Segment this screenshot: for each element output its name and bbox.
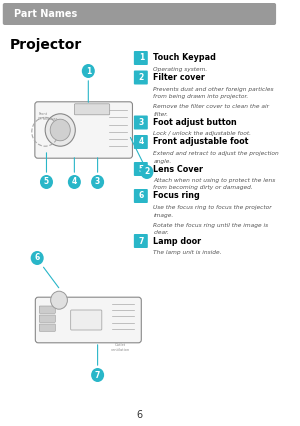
Text: from being drawn into projector.: from being drawn into projector. bbox=[153, 94, 249, 99]
Text: 6: 6 bbox=[34, 253, 40, 262]
Circle shape bbox=[140, 165, 153, 179]
Text: 5: 5 bbox=[44, 178, 49, 187]
Text: filter.: filter. bbox=[153, 112, 168, 117]
Text: 3: 3 bbox=[139, 118, 144, 127]
Circle shape bbox=[82, 64, 95, 78]
Text: Use the focus ring to focus the projector: Use the focus ring to focus the projecto… bbox=[153, 205, 272, 210]
Text: Filter cover: Filter cover bbox=[153, 73, 205, 82]
FancyBboxPatch shape bbox=[3, 3, 276, 25]
Text: 4: 4 bbox=[139, 138, 144, 147]
Circle shape bbox=[31, 251, 44, 265]
Text: angle.: angle. bbox=[153, 158, 172, 164]
Text: The lamp unit is inside.: The lamp unit is inside. bbox=[153, 250, 222, 255]
Circle shape bbox=[45, 114, 75, 146]
Text: image.: image. bbox=[153, 213, 174, 218]
Text: Extend and retract to adjust the projection: Extend and retract to adjust the project… bbox=[153, 151, 279, 156]
FancyBboxPatch shape bbox=[70, 310, 102, 330]
Text: Touch Keypad: Touch Keypad bbox=[153, 54, 216, 63]
FancyBboxPatch shape bbox=[134, 135, 148, 149]
Text: 6: 6 bbox=[139, 192, 144, 201]
Text: 7: 7 bbox=[139, 236, 144, 245]
Text: Outlet
ventilation: Outlet ventilation bbox=[110, 343, 130, 352]
Text: Lens Cover: Lens Cover bbox=[153, 164, 203, 173]
FancyBboxPatch shape bbox=[39, 306, 55, 313]
Text: Lamp door: Lamp door bbox=[153, 236, 202, 245]
FancyBboxPatch shape bbox=[39, 315, 55, 322]
Text: 2: 2 bbox=[139, 73, 144, 82]
Circle shape bbox=[40, 175, 53, 189]
Text: Remove the filter cover to clean the air: Remove the filter cover to clean the air bbox=[153, 104, 269, 109]
Text: 3: 3 bbox=[95, 178, 100, 187]
Text: 4: 4 bbox=[72, 178, 77, 187]
Text: from becoming dirty or damaged.: from becoming dirty or damaged. bbox=[153, 185, 253, 190]
Circle shape bbox=[91, 368, 104, 382]
Circle shape bbox=[91, 175, 104, 189]
FancyBboxPatch shape bbox=[35, 102, 133, 158]
Text: 5: 5 bbox=[139, 164, 144, 173]
FancyBboxPatch shape bbox=[134, 234, 148, 248]
Text: 1: 1 bbox=[139, 54, 144, 63]
Text: 2: 2 bbox=[144, 167, 149, 176]
FancyBboxPatch shape bbox=[134, 162, 148, 176]
FancyBboxPatch shape bbox=[134, 70, 148, 84]
Text: clear.: clear. bbox=[153, 230, 169, 236]
Text: Prevents dust and other foreign particles: Prevents dust and other foreign particle… bbox=[153, 86, 274, 92]
FancyBboxPatch shape bbox=[134, 115, 148, 130]
Text: Front
IR receiver: Front IR receiver bbox=[38, 112, 58, 121]
Text: Foot adjust button: Foot adjust button bbox=[153, 118, 237, 127]
FancyBboxPatch shape bbox=[39, 324, 55, 331]
Text: 6: 6 bbox=[136, 410, 142, 420]
Circle shape bbox=[68, 175, 81, 189]
Text: Rotate the focus ring until the image is: Rotate the focus ring until the image is bbox=[153, 223, 268, 228]
Circle shape bbox=[51, 291, 68, 309]
FancyBboxPatch shape bbox=[134, 51, 148, 65]
Text: Lock / unlock the adjustable foot.: Lock / unlock the adjustable foot. bbox=[153, 132, 251, 136]
FancyBboxPatch shape bbox=[134, 189, 148, 203]
Text: Part Names: Part Names bbox=[14, 9, 77, 19]
Text: Operating system.: Operating system. bbox=[153, 67, 208, 72]
Text: Projector: Projector bbox=[9, 38, 82, 52]
FancyBboxPatch shape bbox=[74, 104, 110, 115]
FancyBboxPatch shape bbox=[35, 297, 141, 343]
Text: 1: 1 bbox=[86, 66, 91, 75]
Text: 7: 7 bbox=[95, 371, 100, 380]
Circle shape bbox=[50, 119, 70, 141]
Text: Attach when not using to protect the lens: Attach when not using to protect the len… bbox=[153, 178, 276, 183]
Text: Focus ring: Focus ring bbox=[153, 192, 200, 201]
Text: Front adjustable foot: Front adjustable foot bbox=[153, 138, 249, 147]
